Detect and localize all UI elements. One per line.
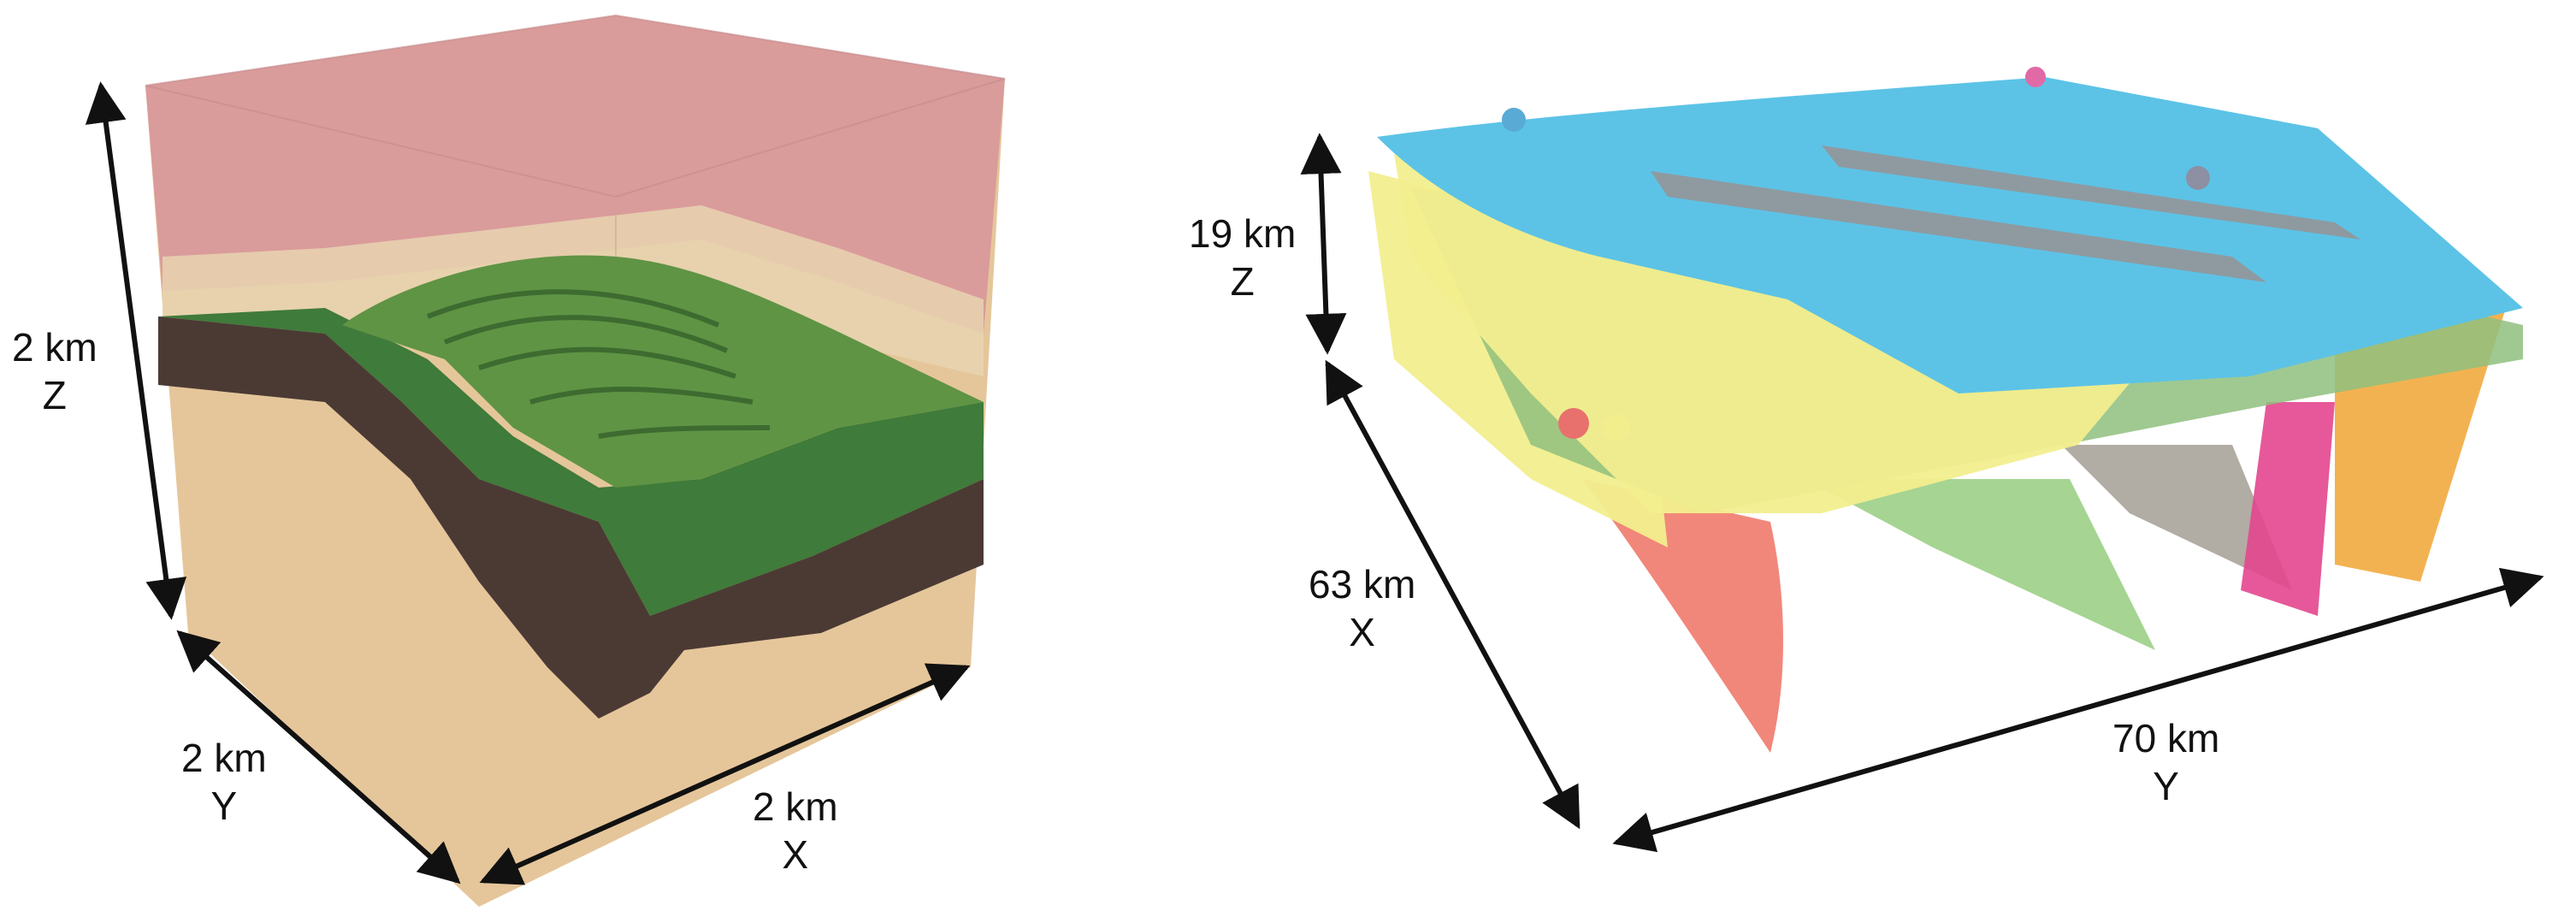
marker-pink (2025, 67, 2046, 87)
left-y-dimension-label: 2 km Y (181, 734, 267, 830)
green-dome-surface (342, 255, 984, 488)
right-fault-model-panel: 19 km Z 63 km X 70 km Y (1052, 0, 2576, 917)
left-z-arrow (85, 81, 187, 620)
green-dome-striations (426, 289, 771, 439)
grey-ridge-band-2 (1822, 145, 2360, 240)
marker-blue (1502, 108, 1526, 132)
right-z-dimension-label: 19 km Z (1189, 210, 1296, 305)
left-geological-block-panel: 2 km Z 2 km Y 2 km X (0, 0, 1052, 917)
left-y-value: 2 km (181, 736, 267, 780)
green-layer (158, 308, 984, 616)
left-dimension-arrows (85, 81, 971, 885)
right-x-axis: X (1349, 610, 1375, 654)
right-x-arrow (1325, 359, 1580, 830)
right-y-arrow (1612, 567, 2544, 853)
right-y-axis: Y (2153, 764, 2179, 808)
grey-fault-surface (2061, 445, 2292, 590)
left-x-axis: X (782, 832, 809, 877)
left-z-value: 2 km (12, 325, 97, 370)
left-z-dimension-label: 2 km Z (12, 323, 97, 419)
right-x-value: 63 km (1309, 562, 1416, 606)
left-y-axis: Y (210, 784, 238, 828)
right-y-dimension-label: 70 km Y (2112, 714, 2219, 810)
right-z-arrow (1300, 133, 1347, 355)
right-dimension-arrows (1300, 133, 2544, 853)
right-y-value: 70 km (2112, 716, 2220, 760)
left-y-arrow (176, 630, 461, 884)
right-x-dimension-label: 63 km X (1309, 560, 1415, 656)
right-z-axis: Z (1230, 259, 1255, 304)
magenta-fault-surface (2241, 402, 2335, 616)
top-face-edges (145, 14, 1006, 198)
left-x-dimension-label: 2 km X (753, 783, 838, 879)
left-z-axis: Z (42, 373, 67, 417)
marker-yellow (1603, 414, 1630, 441)
right-z-value: 19 km (1189, 211, 1297, 256)
marker-grey (2186, 166, 2210, 190)
grey-ridge-band (1651, 171, 2266, 282)
dark-layer (158, 317, 984, 719)
left-x-arrow (479, 663, 971, 885)
left-x-value: 2 km (753, 784, 838, 829)
